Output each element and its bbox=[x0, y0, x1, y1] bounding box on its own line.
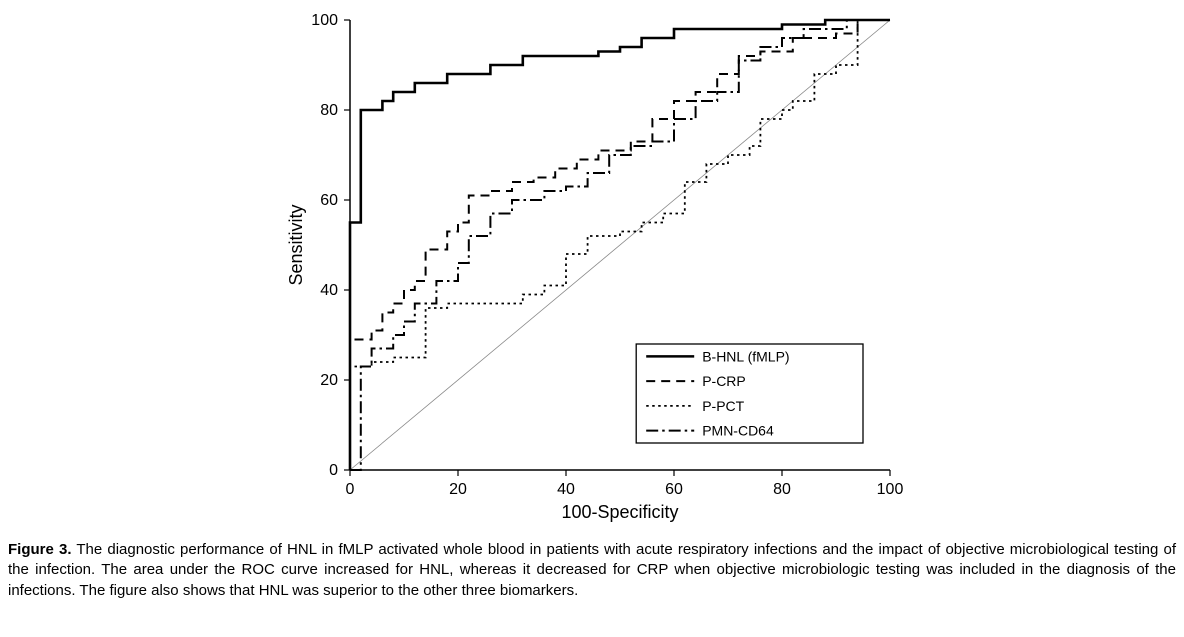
x-axis-label: 100-Specificity bbox=[561, 502, 678, 522]
roc-svg: 0 20 40 60 80 100 0 20 40 60 80 100 100-Specificity S… bbox=[280, 8, 920, 528]
legend-label: PMN-CD64 bbox=[702, 423, 774, 439]
y-tick-label: 100 bbox=[311, 12, 338, 29]
x-tick-label: 20 bbox=[449, 481, 467, 498]
y-tick-label: 60 bbox=[320, 192, 338, 209]
x-tick-label: 80 bbox=[773, 481, 791, 498]
y-tick-label: 80 bbox=[320, 102, 338, 119]
x-tick-label: 60 bbox=[665, 481, 683, 498]
legend-label: P-PCT bbox=[702, 398, 744, 414]
figure-label: Figure 3. bbox=[8, 541, 72, 558]
x-tick-label: 0 bbox=[346, 481, 355, 498]
x-tick-label: 100 bbox=[877, 481, 904, 498]
x-tick-label: 40 bbox=[557, 481, 575, 498]
roc-plot: 0 20 40 60 80 100 0 20 40 60 80 100 100-Specificity S… bbox=[280, 8, 920, 528]
y-tick-label: 0 bbox=[329, 462, 338, 479]
y-tick-label: 20 bbox=[320, 372, 338, 389]
figure-caption: Figure 3. The diagnostic performance of … bbox=[0, 540, 1184, 601]
figure-caption-text: The diagnostic performance of HNL in fML… bbox=[8, 541, 1176, 599]
y-axis-label: Sensitivity bbox=[286, 204, 306, 285]
figure-wrap: 0 20 40 60 80 100 0 20 40 60 80 100 100-Specificity S… bbox=[0, 0, 1184, 637]
legend-label: P-CRP bbox=[702, 373, 746, 389]
legend-label: B-HNL (fMLP) bbox=[702, 348, 789, 364]
y-tick-label: 40 bbox=[320, 282, 338, 299]
